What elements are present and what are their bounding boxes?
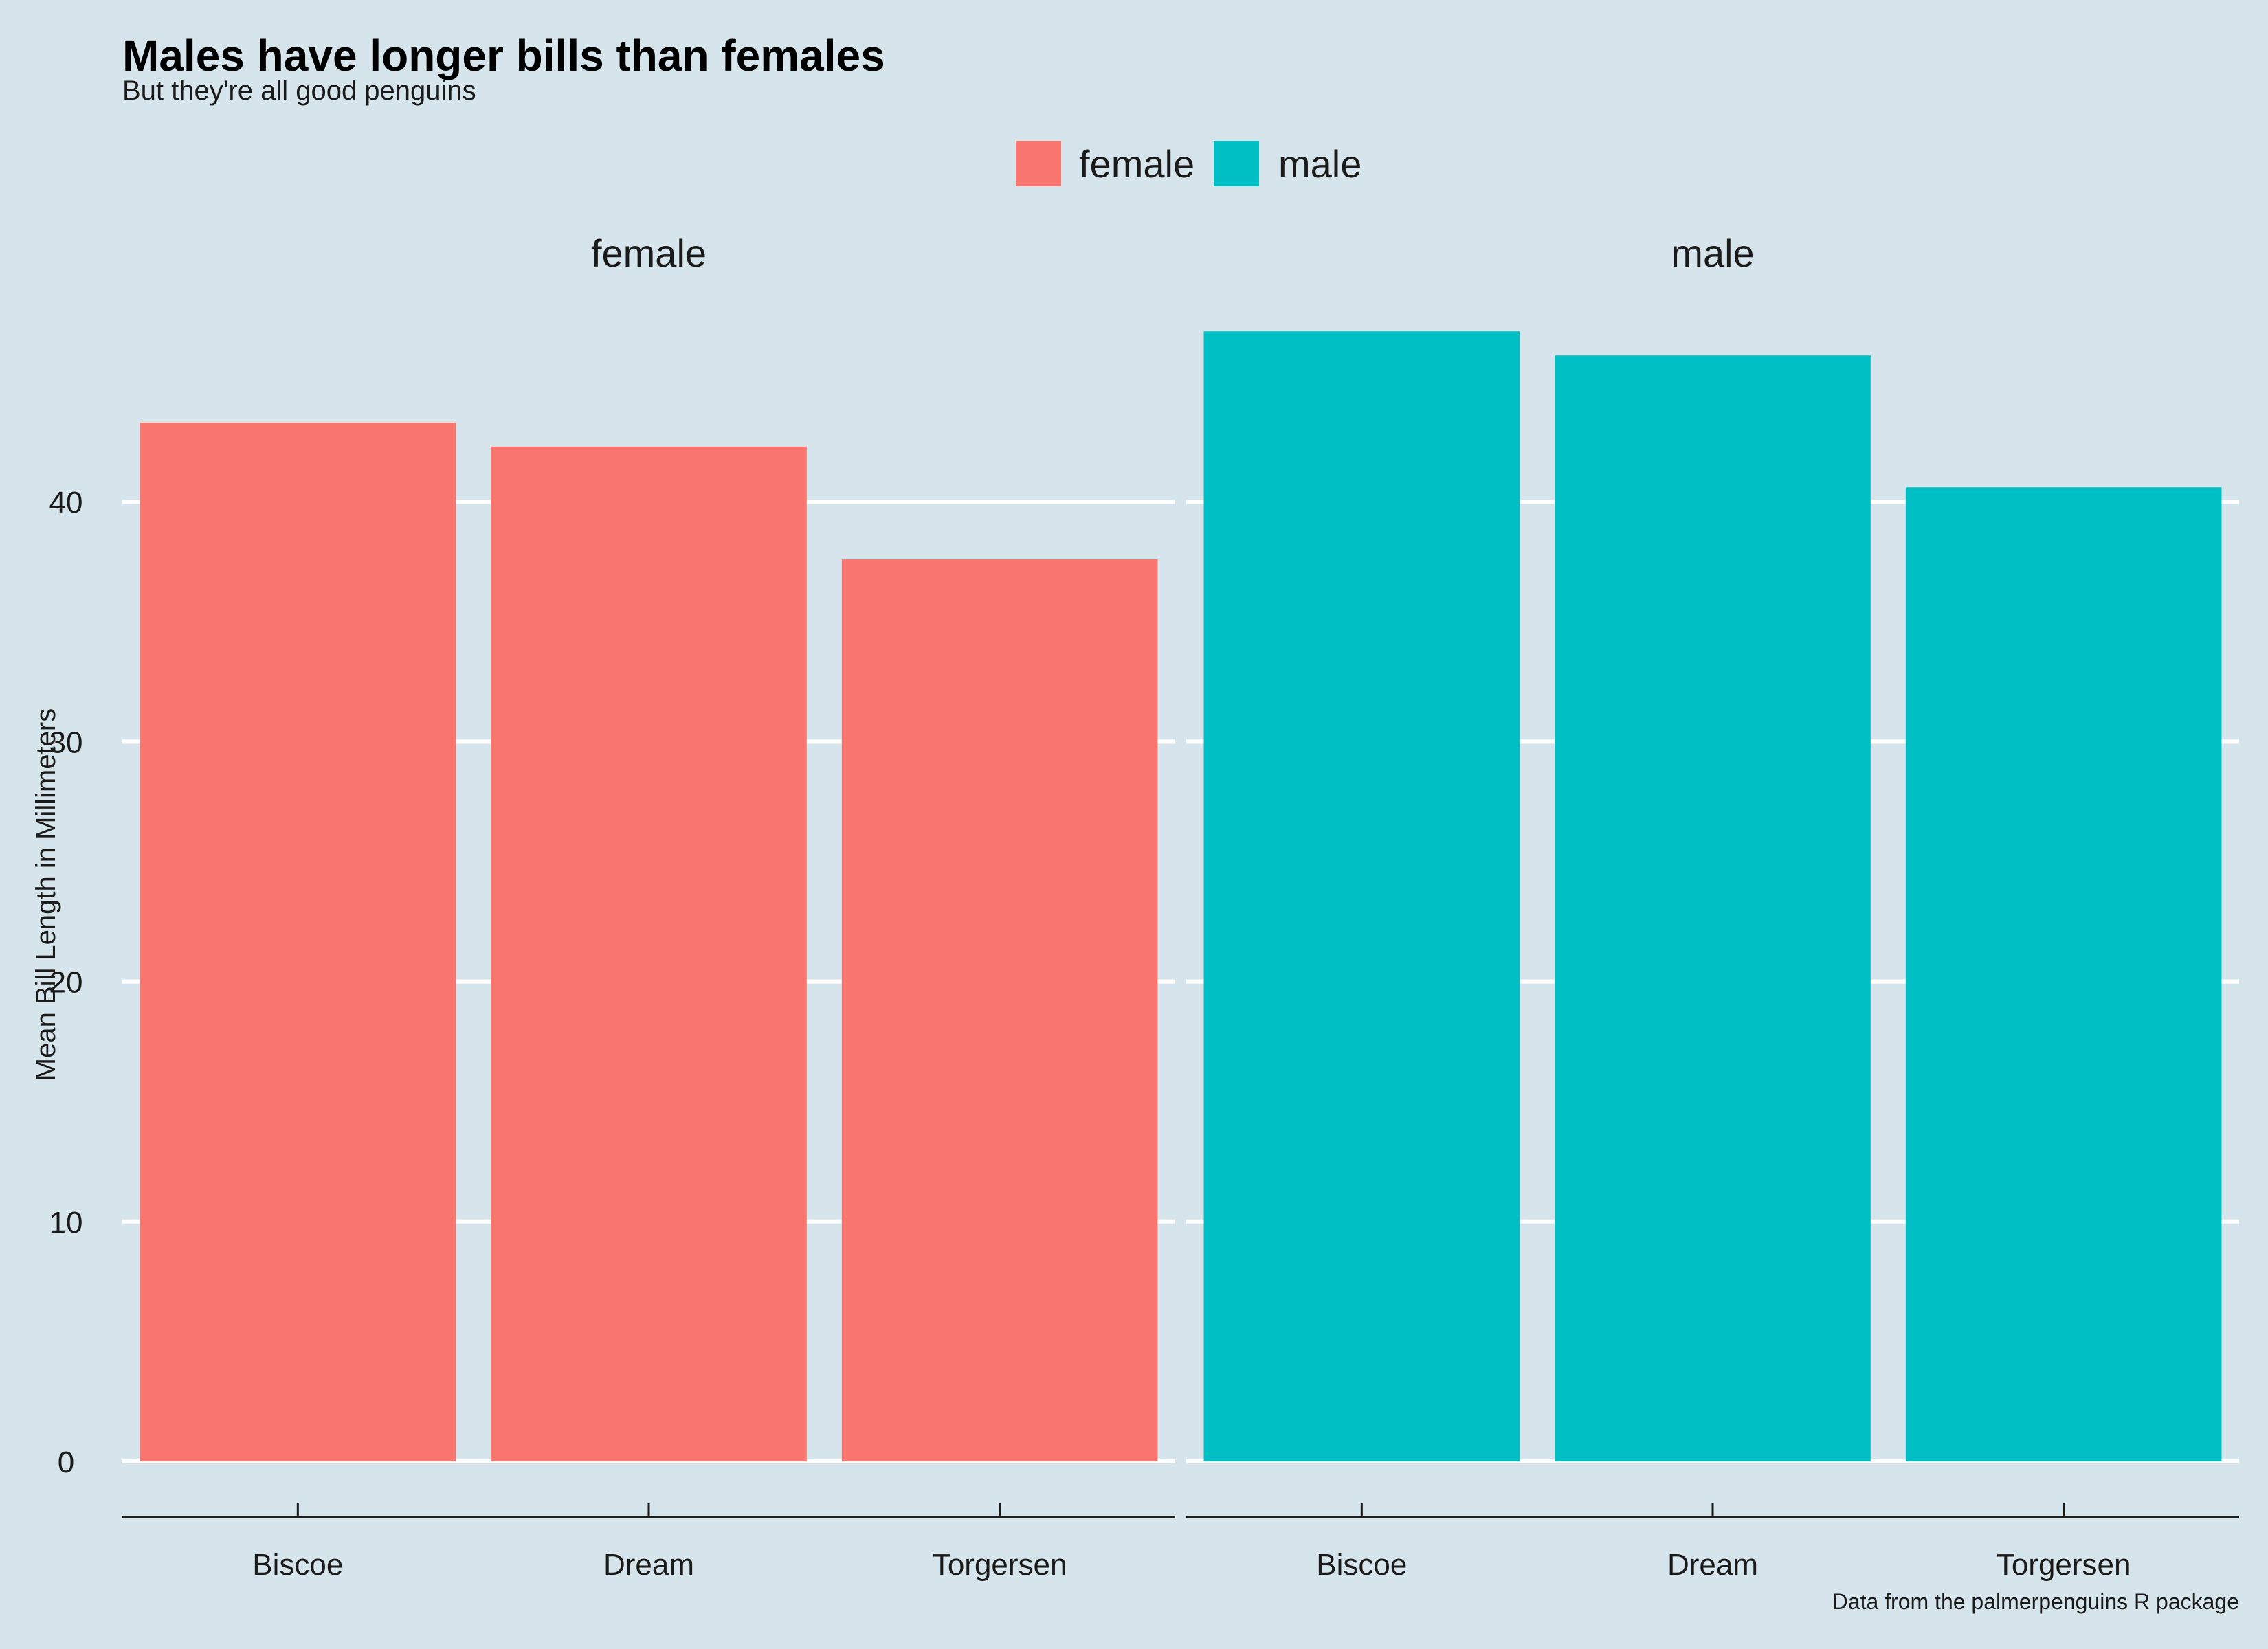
bar-female-dream	[491, 446, 807, 1461]
y-tick-label-40: 40	[49, 486, 83, 519]
x-tick-label-male-torgersen: Torgersen	[1997, 1548, 2131, 1582]
x-tick-label-female-torgersen: Torgersen	[933, 1548, 1067, 1582]
x-tick-label-male-dream: Dream	[1667, 1548, 1758, 1582]
legend-key-male	[1214, 141, 1259, 186]
legend-key-female	[1016, 141, 1061, 186]
bar-male-biscoe	[1203, 331, 1520, 1461]
y-tick-label-0: 0	[58, 1446, 74, 1479]
y-axis-title: Mean Bill Length in Millimeters	[31, 708, 61, 1081]
legend-label-male: male	[1278, 142, 1361, 186]
x-tick-label-female-biscoe: Biscoe	[252, 1548, 343, 1582]
bar-female-biscoe	[140, 422, 456, 1461]
legend: female male	[1016, 141, 1361, 186]
chart-caption: Data from the palmerpenguins R package	[1832, 1589, 2239, 1614]
bar-male-torgersen	[1905, 487, 2222, 1462]
y-tick-label-30: 30	[49, 726, 83, 759]
x-tick-label-female-dream: Dream	[603, 1548, 694, 1582]
bar-male-dream	[1555, 355, 1871, 1461]
x-tick-label-male-biscoe: Biscoe	[1316, 1548, 1407, 1582]
chart-title: Males have longer bills than females	[122, 31, 885, 80]
legend-label-female: female	[1079, 142, 1194, 186]
panel-female: female Biscoe Dream Torgersen	[122, 232, 1175, 1582]
panel-male: male Biscoe Dream Torgersen	[1186, 232, 2239, 1582]
y-tick-label-10: 10	[49, 1206, 83, 1239]
strip-label-female: female	[591, 232, 707, 275]
y-tick-label-20: 20	[49, 966, 83, 1000]
bar-female-torgersen	[841, 559, 1158, 1462]
strip-label-male: male	[1671, 232, 1754, 275]
chart-subtitle: But they're all good penguins	[122, 76, 476, 106]
